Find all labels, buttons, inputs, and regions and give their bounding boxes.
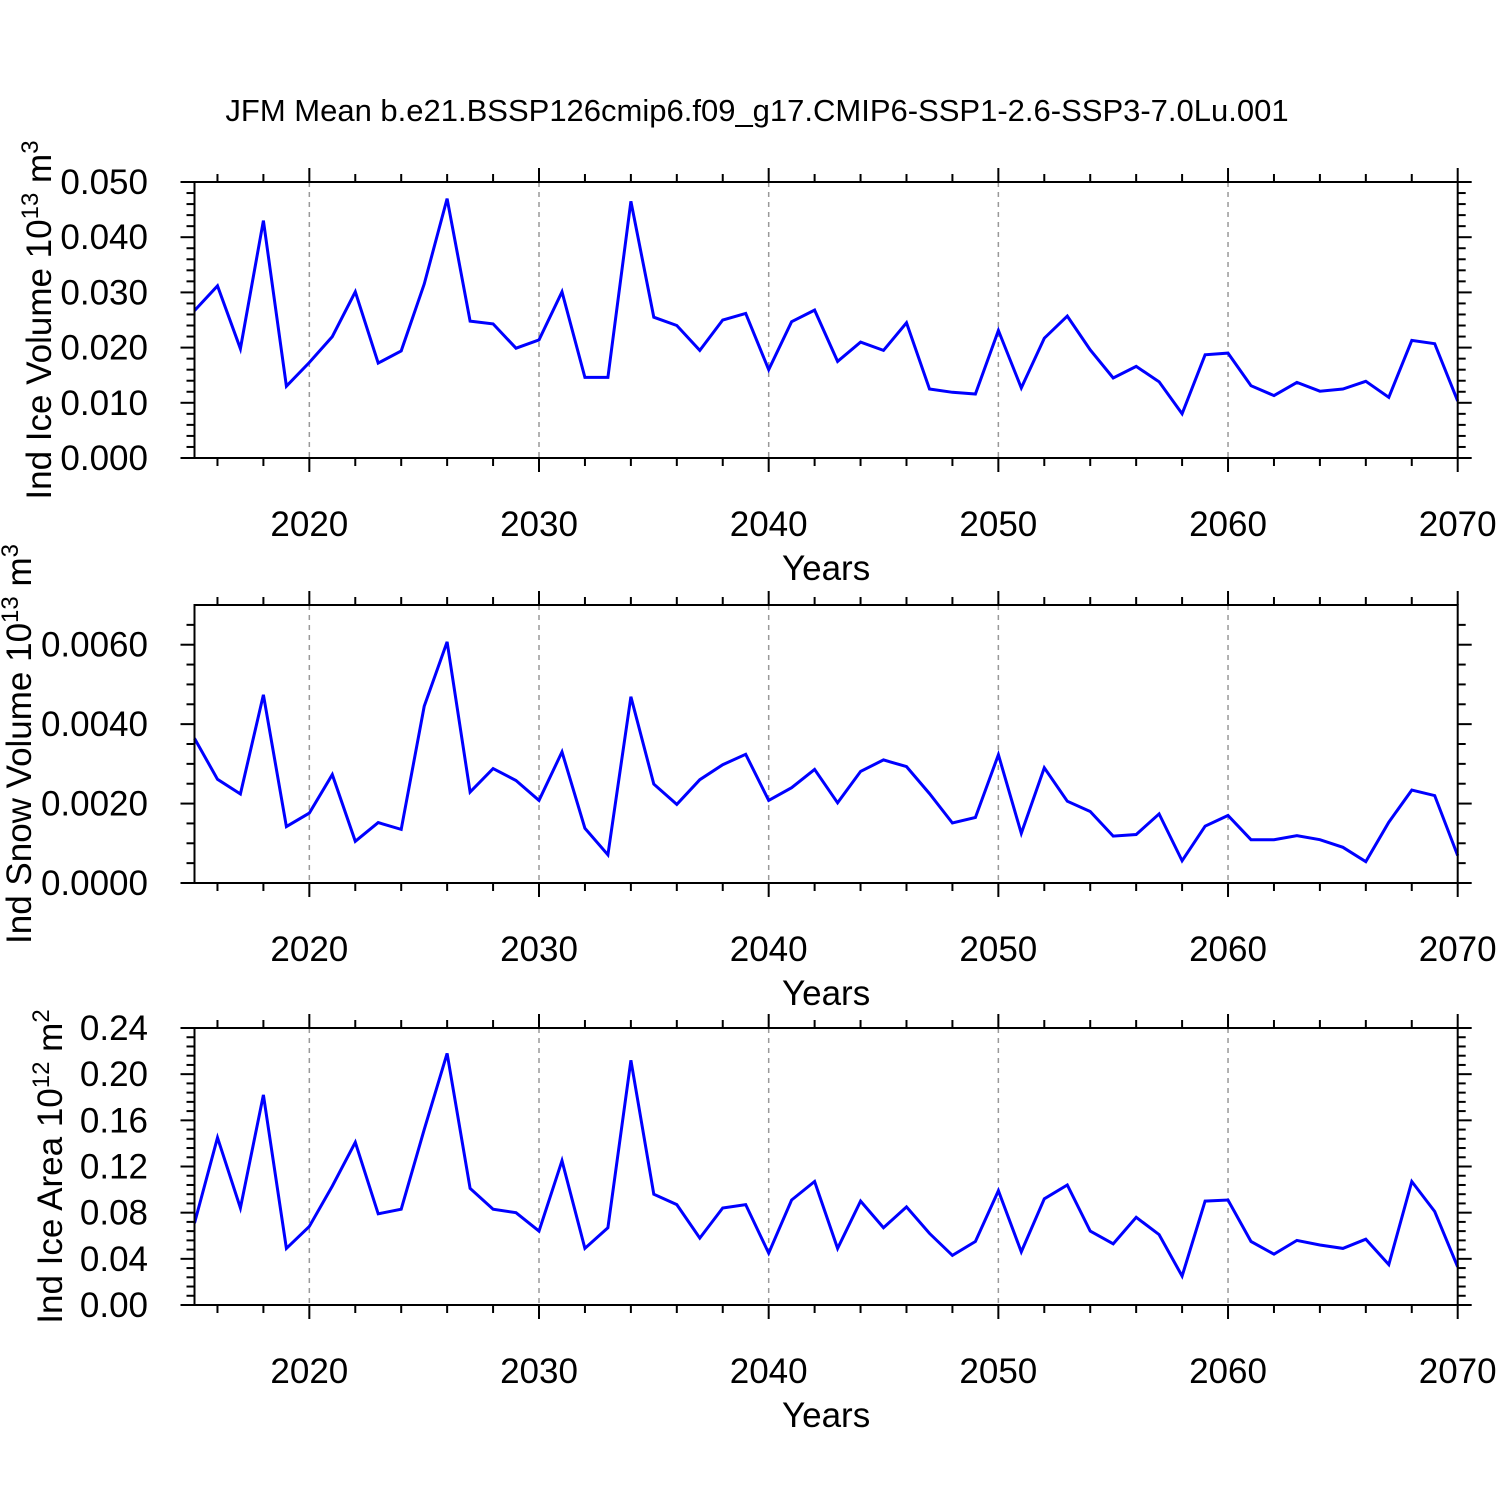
y-axis-title: Ind Ice Volume 1013 m3 (17, 140, 59, 499)
y-axis-title: Ind Ice Area 1012 m2 (28, 1009, 70, 1323)
y-tick-label: 0.0060 (41, 626, 148, 665)
x-tick-label: 2060 (1189, 930, 1267, 969)
y-axis-title-text: m (31, 1023, 70, 1062)
x-tick-label: 2040 (730, 505, 808, 544)
y-axis-title-superscript: 13 (17, 193, 44, 220)
y-axis-title-text: Ind Ice Volume 10 (20, 219, 59, 499)
y-tick-label: 0.020 (60, 329, 148, 368)
figure-title: JFM Mean b.e21.BSSP126cmip6.f09_g17.CMIP… (225, 93, 1288, 128)
y-axis-title-text: Ind Ice Area 10 (31, 1088, 70, 1323)
x-axis-title: Years (782, 1396, 870, 1435)
data-line (193, 641, 1460, 864)
y-tick-label: 0.0040 (41, 705, 148, 744)
y-axis-title-text: Ind Snow Volume 10 (0, 623, 39, 944)
x-tick-label: 2060 (1189, 1352, 1267, 1391)
y-tick-label: 0.000 (60, 439, 148, 478)
y-tick-label: 0.20 (80, 1055, 148, 1094)
y-tick-label: 0.010 (60, 384, 148, 423)
y-axis-title-superscript: 12 (28, 1062, 55, 1089)
y-tick-label: 0.030 (60, 273, 148, 312)
x-tick-label: 2030 (500, 930, 578, 969)
x-tick-label: 2060 (1189, 505, 1267, 544)
x-tick-label: 2070 (1419, 505, 1497, 544)
x-tick-label: 2020 (270, 1352, 348, 1391)
x-tick-label: 2050 (959, 505, 1037, 544)
panel-2: 0.0000 0.0020 0.0040 0.0060 2020 2030 2040 2050… (0, 544, 1497, 1013)
y-tick-label: 0.0000 (41, 864, 148, 903)
y-tick-label: 0.00 (80, 1286, 148, 1325)
y-axis-title-superscript: 3 (17, 140, 44, 153)
x-tick-label: 2040 (730, 1352, 808, 1391)
y-tick-label: 0.050 (60, 163, 148, 202)
x-tick-label: 2070 (1419, 930, 1497, 969)
data-line (193, 1052, 1460, 1280)
y-tick-label: 0.12 (80, 1148, 148, 1187)
y-tick-label: 0.16 (80, 1101, 148, 1140)
x-tick-label: 2050 (959, 1352, 1037, 1391)
x-tick-label: 2050 (959, 930, 1037, 969)
y-tick-label: 0.24 (80, 1009, 148, 1048)
x-tick-label: 2070 (1419, 1352, 1497, 1391)
y-tick-label: 0.08 (80, 1194, 148, 1233)
panel-1: 0.000 0.010 0.020 0.030 0.040 0.050 2020 2030 20… (17, 140, 1497, 588)
x-tick-label: 2020 (270, 930, 348, 969)
plot-frame (193, 181, 1459, 459)
panel-3: 0.00 0.04 0.08 0.12 0.16 0.20 0.24 2020 2030 2040… (28, 1009, 1497, 1435)
x-axis-title: Years (782, 974, 870, 1013)
y-axis-title-superscript: 3 (0, 544, 24, 557)
y-axis-title-text: m (20, 154, 59, 193)
y-tick-label: 0.04 (80, 1240, 148, 1279)
y-axis-title-text: m (0, 557, 39, 596)
y-axis-title-superscript: 13 (0, 596, 24, 623)
y-tick-label: 0.040 (60, 218, 148, 257)
x-tick-label: 2030 (500, 505, 578, 544)
x-tick-label: 2020 (270, 505, 348, 544)
y-axis-title: Ind Snow Volume 1013 m3 (0, 544, 39, 944)
y-axis-title-superscript: 2 (28, 1009, 55, 1022)
x-tick-label: 2030 (500, 1352, 578, 1391)
x-tick-label: 2040 (730, 930, 808, 969)
x-axis-title: Years (782, 549, 870, 588)
y-tick-label: 0.0020 (41, 785, 148, 824)
data-line (193, 198, 1460, 417)
